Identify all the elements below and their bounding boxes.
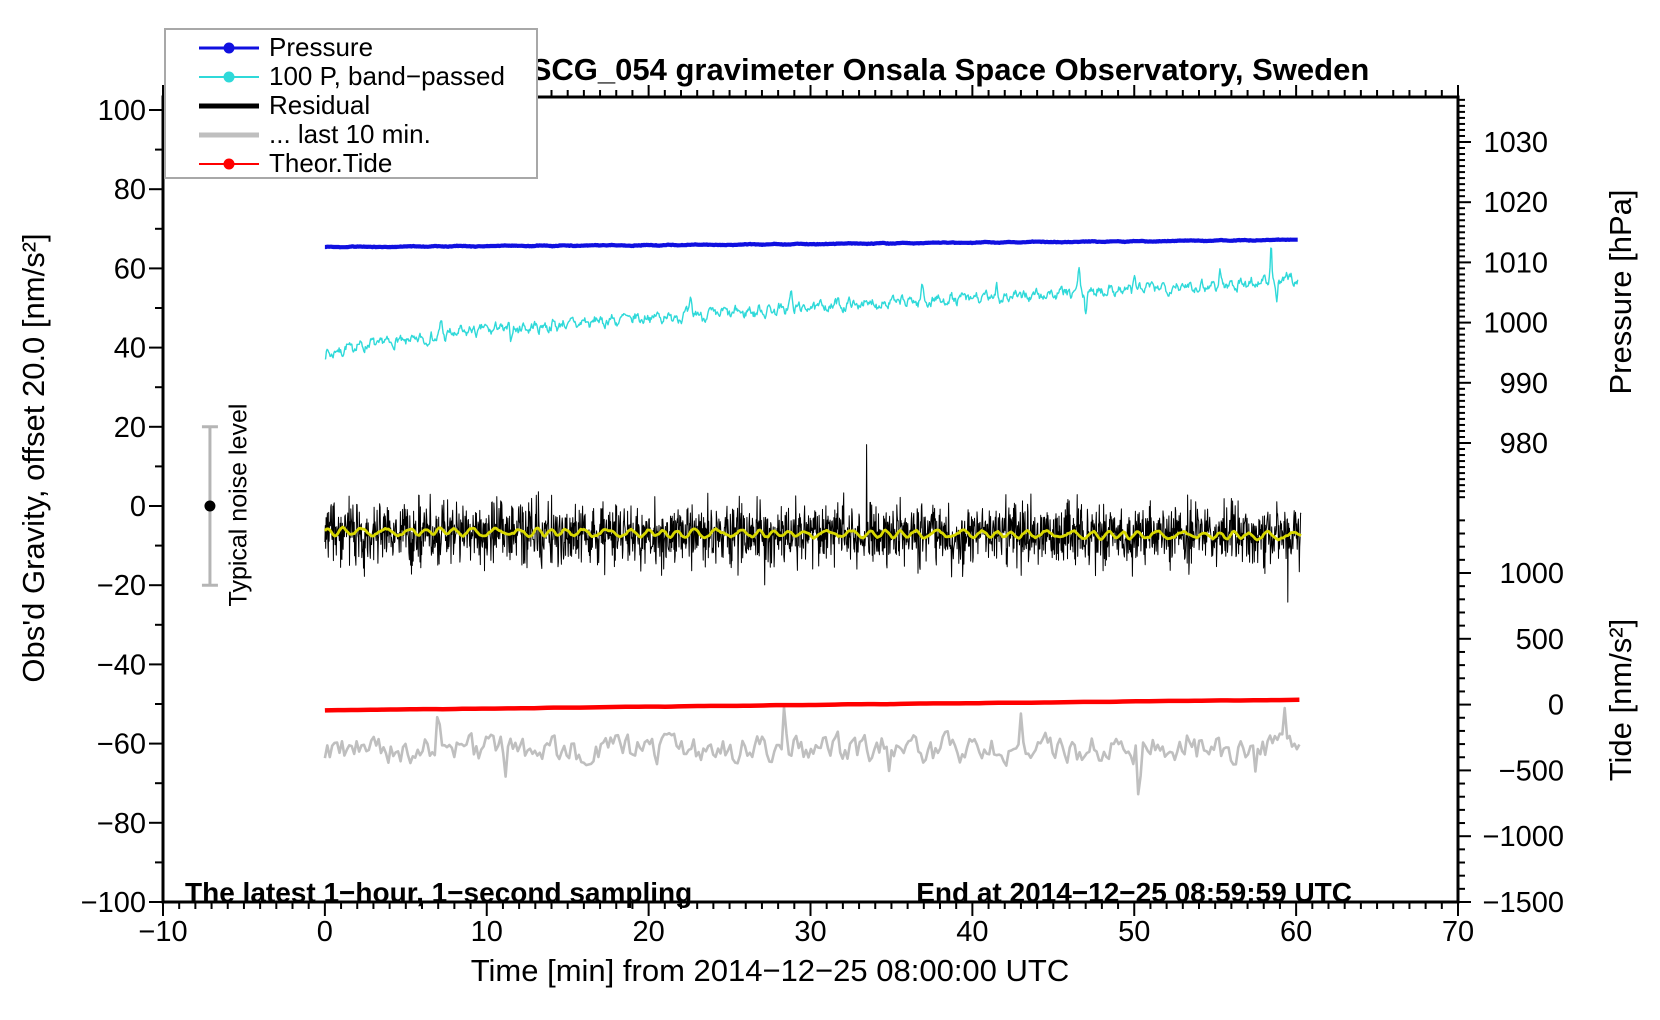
legend-label: Pressure [269,32,374,62]
svg-text:60: 60 [1280,916,1312,948]
legend-label: Residual [269,90,371,120]
legend-item-residual: Residual [166,90,536,120]
svg-text:1000: 1000 [1499,558,1564,590]
end-time-note: End at 2014−12−25 08:59:59 UTC [916,877,1352,908]
svg-text:−500: −500 [1499,755,1564,787]
svg-text:10: 10 [471,916,503,948]
series-theoretical_tide [324,697,1300,713]
svg-text:980: 980 [1500,428,1548,460]
pressure-axis-title: Pressure [hPa] [1603,189,1638,395]
svg-text:1020: 1020 [1483,187,1548,219]
svg-text:30: 30 [794,916,826,948]
legend-item-theor-tide: Theor.Tide [166,148,536,178]
legend-label: Theor.Tide [269,148,393,178]
noise-level-label: Typical noise level [224,403,253,607]
legend-item-pressure: Pressure [166,32,536,62]
tide-axis-title: Tide [nm/s²] [1603,618,1638,782]
series-residual_smoothed [323,525,1302,542]
series-residual [324,444,1302,603]
svg-text:−1000: −1000 [1483,821,1564,853]
series-band_passed_pressure [324,247,1299,360]
svg-text:40: 40 [956,916,988,948]
svg-text:500: 500 [1516,624,1564,656]
svg-text:80: 80 [114,174,146,206]
sampling-note: The latest 1−hour, 1−second sampling [185,877,693,908]
svg-text:−80: −80 [97,808,146,840]
series-residual_last_10min [323,705,1301,796]
legend: Pressure 100 P, band−passed Residual ...… [164,28,538,179]
svg-text:20: 20 [114,412,146,444]
left-axis-title: Obs'd Gravity, offset 20.0 [nm/s²] [16,233,51,683]
legend-item-band-passed: 100 P, band−passed [166,61,536,91]
x-axis-title: Time [min] from 2014−12−25 08:00:00 UTC [470,953,1070,988]
legend-swatch-theor-tide [199,149,259,178]
legend-label: 100 P, band−passed [269,61,505,91]
svg-text:0: 0 [130,491,146,523]
legend-label: ... last 10 min. [269,119,431,149]
svg-text:60: 60 [114,253,146,285]
svg-text:20: 20 [632,916,664,948]
chart-title: SCG_054 gravimeter Onsala Space Observat… [530,52,1370,87]
svg-text:70: 70 [1442,916,1474,948]
legend-swatch-residual [199,91,259,120]
legend-swatch-last-10-min [199,120,259,149]
svg-text:990: 990 [1500,368,1548,400]
svg-text:−20: −20 [97,570,146,602]
svg-text:−100: −100 [81,887,146,919]
svg-text:0: 0 [317,916,333,948]
svg-text:−10: −10 [138,916,187,948]
svg-text:1010: 1010 [1483,247,1548,279]
svg-text:0: 0 [1548,690,1564,722]
legend-swatch-band-passed [199,62,259,91]
svg-text:40: 40 [114,333,146,365]
svg-text:50: 50 [1118,916,1150,948]
series-pressure [323,237,1299,250]
svg-text:−60: −60 [97,729,146,761]
svg-text:100: 100 [98,95,146,127]
legend-item-last-10-min: ... last 10 min. [166,119,536,149]
svg-text:−40: −40 [97,649,146,681]
legend-swatch-pressure [199,33,259,62]
svg-text:1000: 1000 [1483,308,1548,340]
svg-text:−1500: −1500 [1483,887,1564,919]
svg-text:1030: 1030 [1483,127,1548,159]
